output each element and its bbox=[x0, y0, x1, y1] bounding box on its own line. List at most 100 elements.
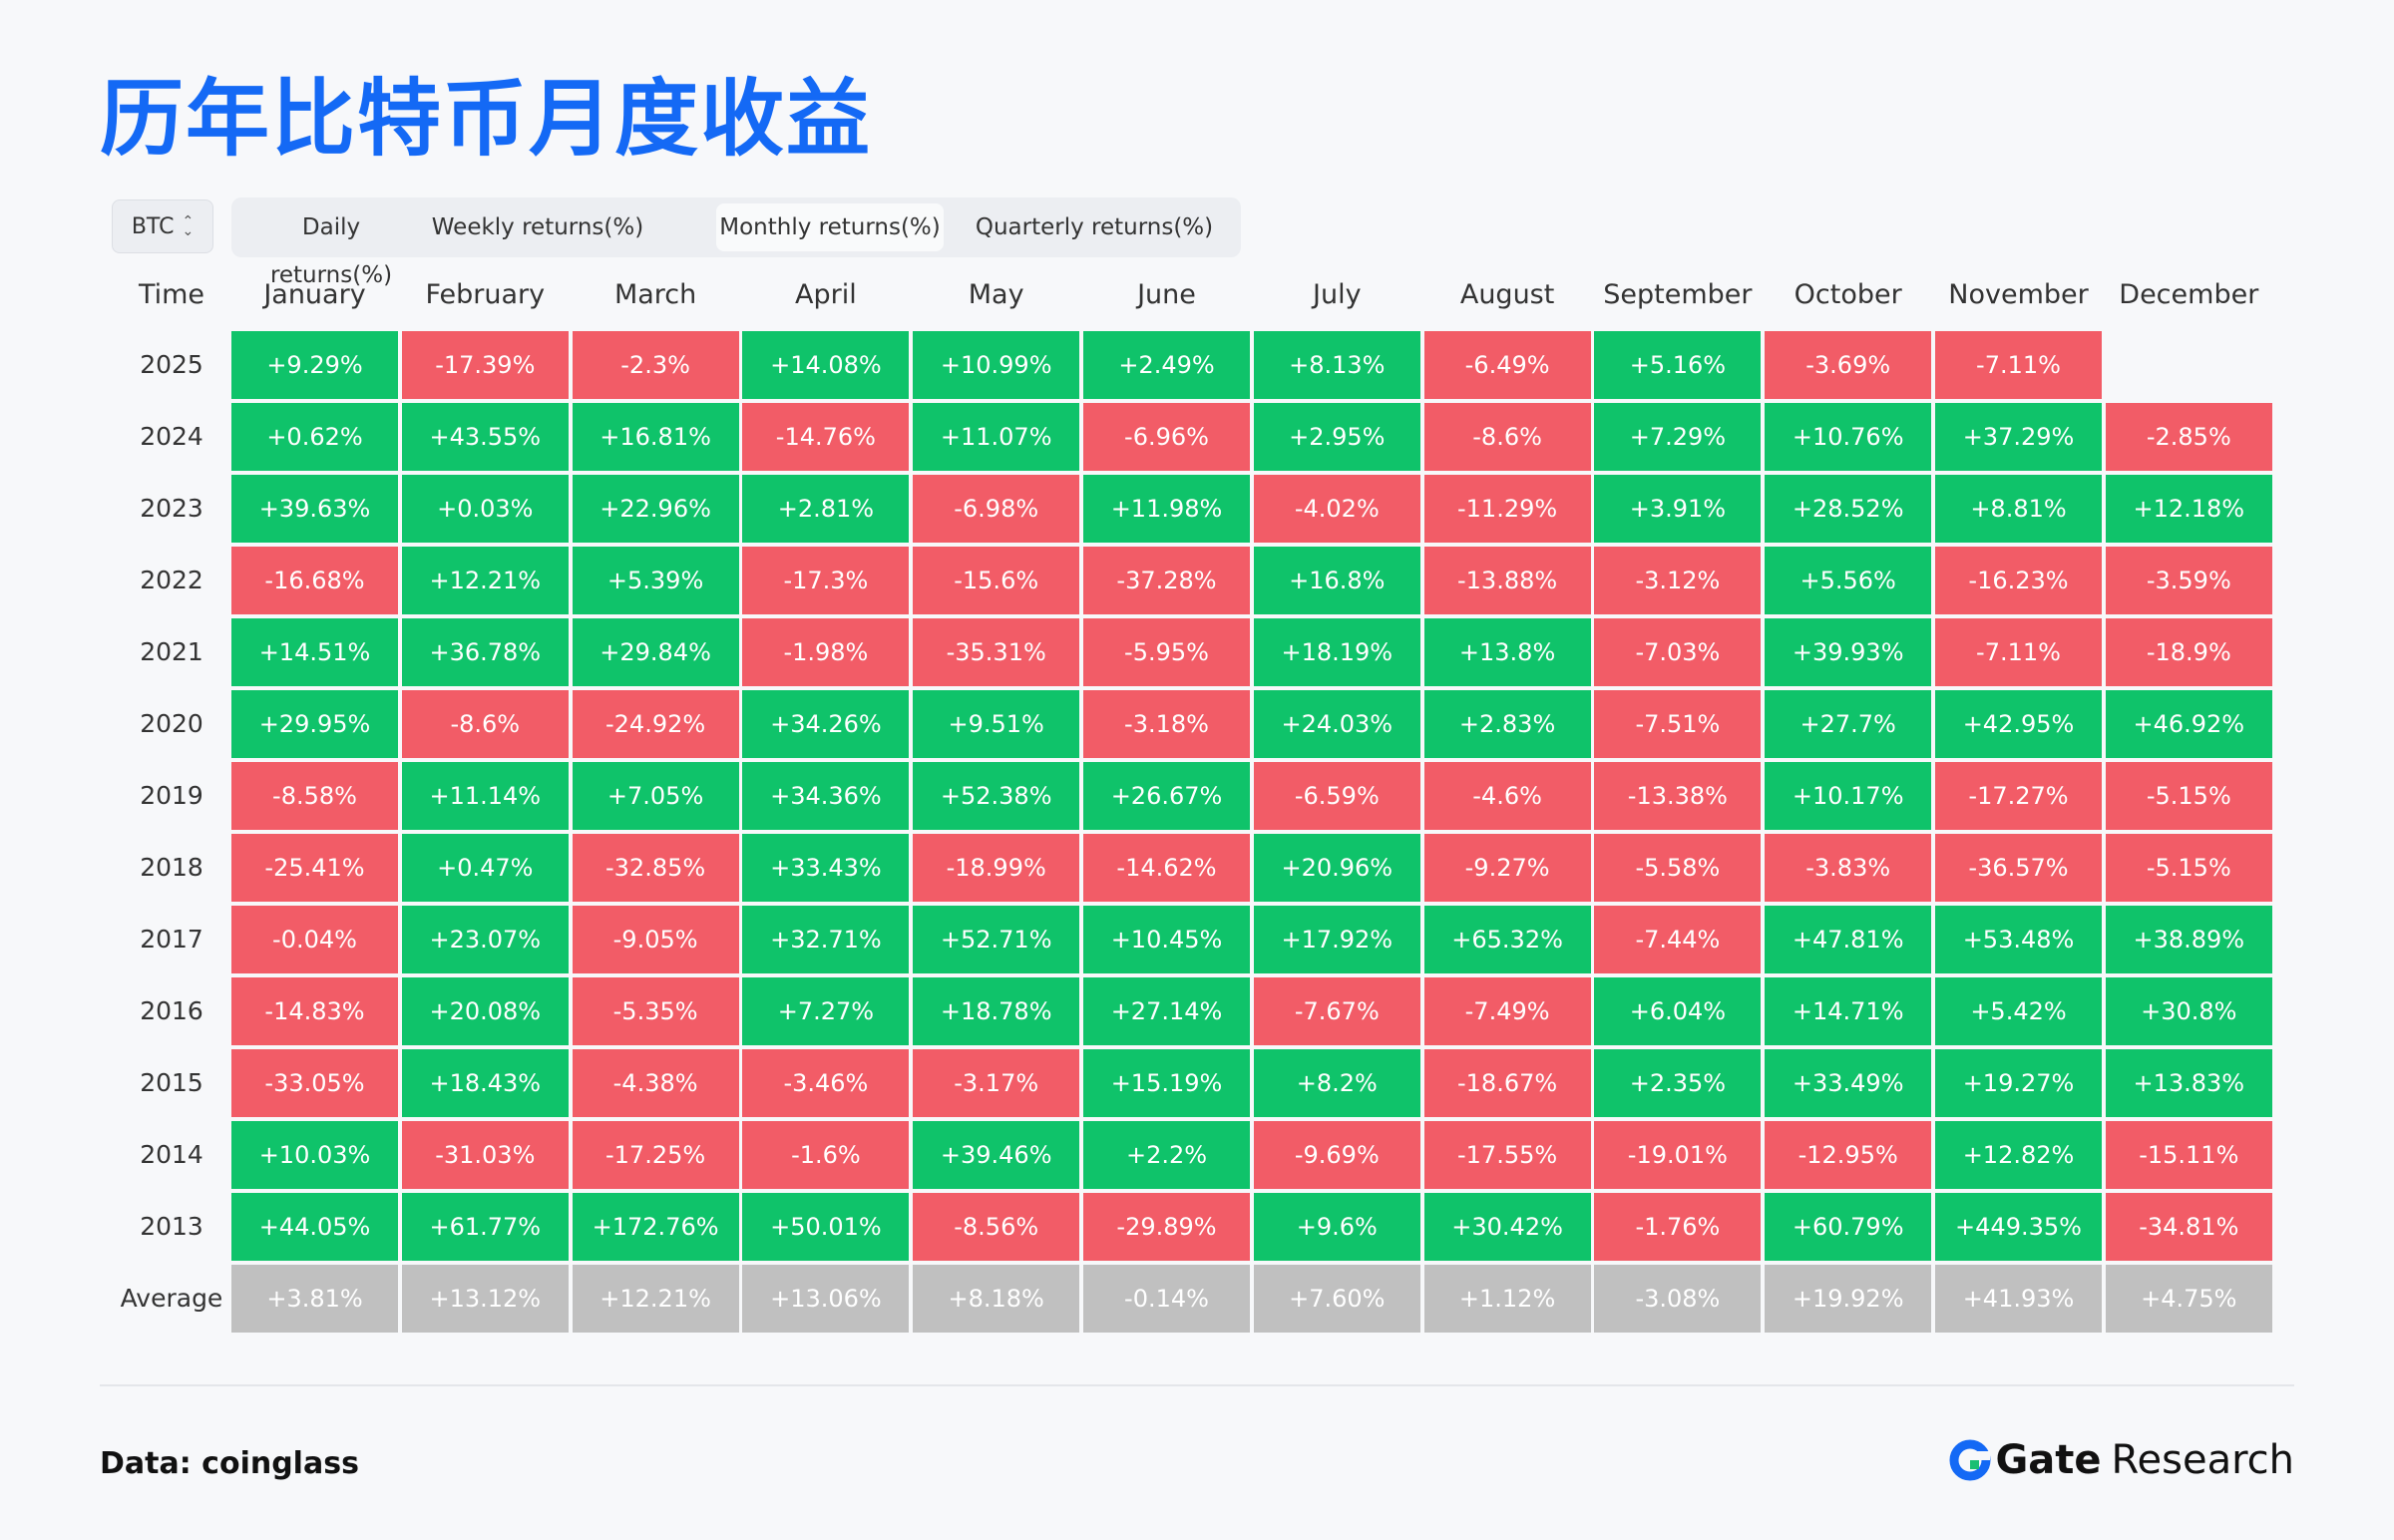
column-header-november: November bbox=[1948, 279, 2089, 310]
return-cell: -13.38% bbox=[1594, 762, 1762, 830]
return-cell: -14.62% bbox=[1083, 834, 1250, 902]
return-cell: +14.08% bbox=[742, 331, 910, 399]
return-cell: +8.13% bbox=[1253, 331, 1420, 399]
row-label-year: 2015 bbox=[140, 1068, 203, 1097]
return-cell: -6.98% bbox=[913, 475, 1080, 543]
return-cell: -7.51% bbox=[1594, 690, 1762, 758]
return-cell: +34.26% bbox=[742, 690, 910, 758]
tab-daily-returns[interactable]: Daily returns(%) bbox=[269, 214, 393, 288]
return-cell: +17.92% bbox=[1253, 906, 1420, 973]
return-cell: -8.6% bbox=[401, 690, 569, 758]
average-cell: +41.93% bbox=[1935, 1265, 2102, 1333]
tab-weekly-returns[interactable]: Weekly returns(%) bbox=[431, 214, 644, 240]
column-header-march: March bbox=[613, 279, 697, 310]
return-cell: -35.31% bbox=[913, 618, 1080, 686]
return-cell: -14.83% bbox=[231, 977, 398, 1045]
column-header-february: February bbox=[425, 279, 546, 310]
return-cell: -32.85% bbox=[572, 834, 739, 902]
return-cell: +27.7% bbox=[1765, 690, 1932, 758]
average-cell: +13.12% bbox=[401, 1265, 569, 1333]
return-cell: +52.71% bbox=[913, 906, 1080, 973]
return-cell: +33.43% bbox=[742, 834, 910, 902]
column-header-july: July bbox=[1313, 279, 1362, 310]
return-cell: +37.29% bbox=[1935, 403, 2102, 471]
return-cell: -8.6% bbox=[1423, 403, 1591, 471]
return-cell: -18.67% bbox=[1423, 1049, 1591, 1117]
return-cell: +53.48% bbox=[1935, 906, 2102, 973]
return-cell: +29.84% bbox=[572, 618, 739, 686]
average-cell: +13.06% bbox=[742, 1265, 910, 1333]
row-label-year: 2024 bbox=[140, 422, 203, 451]
average-cell: +4.75% bbox=[2105, 1265, 2272, 1333]
return-cell: +20.08% bbox=[401, 977, 569, 1045]
return-cell: +15.19% bbox=[1083, 1049, 1250, 1117]
return-cell: +13.8% bbox=[1423, 618, 1591, 686]
return-cell: +5.39% bbox=[572, 547, 739, 614]
data-source: Data: coinglass bbox=[100, 1446, 359, 1481]
return-cell: +36.78% bbox=[401, 618, 569, 686]
return-cell: -9.27% bbox=[1423, 834, 1591, 902]
return-cell: +24.03% bbox=[1253, 690, 1420, 758]
row-label-year: 2013 bbox=[140, 1212, 203, 1241]
return-cell: +2.83% bbox=[1423, 690, 1591, 758]
return-cell: -19.01% bbox=[1594, 1121, 1762, 1189]
return-cell: +0.03% bbox=[401, 475, 569, 543]
return-cell: +18.19% bbox=[1253, 618, 1420, 686]
average-cell: +7.60% bbox=[1253, 1265, 1420, 1333]
return-cell: +7.27% bbox=[742, 977, 910, 1045]
row-label-year: 2023 bbox=[140, 494, 203, 523]
return-cell: +18.43% bbox=[401, 1049, 569, 1117]
return-cell: -18.9% bbox=[2105, 618, 2272, 686]
return-cell: +8.81% bbox=[1935, 475, 2102, 543]
return-cell: +27.14% bbox=[1083, 977, 1250, 1045]
column-header-time: Time bbox=[138, 279, 205, 310]
return-cell: +2.35% bbox=[1594, 1049, 1762, 1117]
return-cell: -3.83% bbox=[1765, 834, 1932, 902]
return-cell: +14.71% bbox=[1765, 977, 1932, 1045]
footer-divider bbox=[100, 1384, 2294, 1386]
return-cell: -15.6% bbox=[913, 547, 1080, 614]
return-cell: -16.23% bbox=[1935, 547, 2102, 614]
return-cell: +14.51% bbox=[231, 618, 398, 686]
return-cell: -37.28% bbox=[1083, 547, 1250, 614]
return-cell: -17.55% bbox=[1423, 1121, 1591, 1189]
return-cell: +65.32% bbox=[1423, 906, 1591, 973]
row-label-year: 2016 bbox=[140, 996, 203, 1025]
return-cell: -3.12% bbox=[1594, 547, 1762, 614]
return-cell: +2.81% bbox=[742, 475, 910, 543]
return-cell: +38.89% bbox=[2105, 906, 2272, 973]
return-cell: -11.29% bbox=[1423, 475, 1591, 543]
tab-monthly-returns[interactable]: Monthly returns(%) bbox=[716, 203, 944, 251]
return-cell: +11.07% bbox=[913, 403, 1080, 471]
return-cell: -2.3% bbox=[572, 331, 739, 399]
return-cell: -2.85% bbox=[2105, 403, 2272, 471]
row-label-year: 2014 bbox=[140, 1140, 203, 1169]
return-cell: -34.81% bbox=[2105, 1193, 2272, 1261]
row-label-year: 2017 bbox=[140, 925, 203, 954]
return-cell: -36.57% bbox=[1935, 834, 2102, 902]
return-cell: +43.55% bbox=[401, 403, 569, 471]
return-cell: +23.07% bbox=[401, 906, 569, 973]
column-header-april: April bbox=[795, 279, 857, 310]
column-header-december: December bbox=[2119, 279, 2259, 310]
return-cell: +16.81% bbox=[572, 403, 739, 471]
return-cell: +39.63% bbox=[231, 475, 398, 543]
return-cell: -0.04% bbox=[231, 906, 398, 973]
return-cell: -7.49% bbox=[1423, 977, 1591, 1045]
return-cell: -3.59% bbox=[2105, 547, 2272, 614]
asset-select[interactable]: BTC ⌃ ⌄ bbox=[112, 199, 213, 253]
return-cell: -14.76% bbox=[742, 403, 910, 471]
page-title: 历年比特币月度收益 bbox=[100, 70, 873, 168]
return-cell: +10.17% bbox=[1765, 762, 1932, 830]
average-cell: -3.08% bbox=[1594, 1265, 1762, 1333]
row-label-year: 2018 bbox=[140, 853, 203, 882]
return-cell: -29.89% bbox=[1083, 1193, 1250, 1261]
return-cell: +28.52% bbox=[1765, 475, 1932, 543]
column-header-may: May bbox=[968, 279, 1024, 310]
return-cell: -8.58% bbox=[231, 762, 398, 830]
return-cell: -17.25% bbox=[572, 1121, 739, 1189]
return-cell: +44.05% bbox=[231, 1193, 398, 1261]
return-cell: +2.49% bbox=[1083, 331, 1250, 399]
tab-quarterly-returns[interactable]: Quarterly returns(%) bbox=[975, 214, 1214, 240]
row-label-year: 2020 bbox=[140, 709, 203, 738]
